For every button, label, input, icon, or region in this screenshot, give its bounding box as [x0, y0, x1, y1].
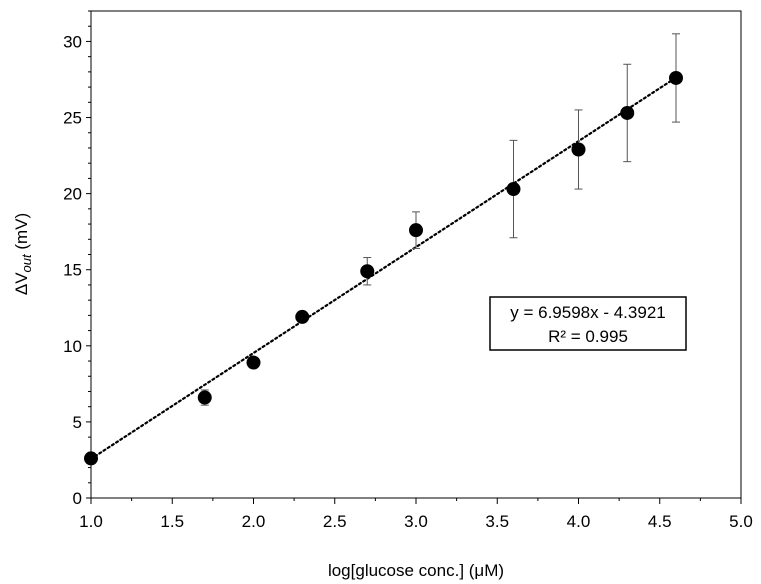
data-point: [246, 355, 261, 370]
fit-r-squared: R² = 0.995: [548, 327, 628, 346]
data-point: [84, 451, 98, 466]
x-tick-label: 1.0: [79, 512, 103, 531]
y-axis-title-suffix: (mV): [12, 213, 31, 255]
y-axis-title-prefix: ΔV: [12, 272, 31, 295]
y-tick-label: 30: [63, 32, 82, 51]
data-point: [571, 142, 586, 157]
y-tick-label: 0: [73, 489, 82, 508]
y-tick-label: 20: [63, 185, 82, 204]
fit-equation-border: [489, 296, 687, 351]
y-tick-label: 25: [63, 109, 82, 128]
x-tick-label: 1.5: [160, 512, 184, 531]
data-point: [360, 264, 375, 279]
data-point: [295, 309, 310, 324]
data-point: [197, 390, 212, 405]
data-point: [669, 70, 683, 85]
x-tick-label: 4.5: [648, 512, 672, 531]
data-point: [409, 223, 423, 238]
y-axis-title: ΔVout (mV): [12, 213, 34, 295]
x-tick-label: 5.0: [729, 512, 753, 531]
y-tick-label: 15: [63, 261, 82, 280]
x-tick-label: 3.5: [485, 512, 509, 531]
x-tick-label: 2.5: [323, 512, 347, 531]
fit-equation: y = 6.9598x - 4.3921: [510, 303, 665, 322]
plot-area: [90, 10, 742, 499]
data-point: [620, 105, 635, 120]
y-axis-ticks: 0 5 10 15 20 25 30: [63, 10, 91, 508]
x-tick-label: 3.0: [404, 512, 428, 531]
fit-equation-box: y = 6.9598x - 4.3921 R² = 0.995: [489, 296, 687, 351]
x-tick-label: 2.0: [242, 512, 266, 531]
y-axis-title-subscript: out: [19, 253, 34, 272]
x-axis-ticks: 1.0 1.5 2.0 2.5 3.0 3.5 4.0 4.5 5.0: [79, 498, 753, 531]
y-tick-label: 10: [63, 337, 82, 356]
data-point: [506, 182, 521, 197]
x-tick-label: 4.0: [567, 512, 591, 531]
data-marks: [84, 33, 683, 466]
y-tick-label: 5: [73, 413, 82, 432]
x-axis-title: log[glucose conc.] (μM): [328, 561, 504, 580]
